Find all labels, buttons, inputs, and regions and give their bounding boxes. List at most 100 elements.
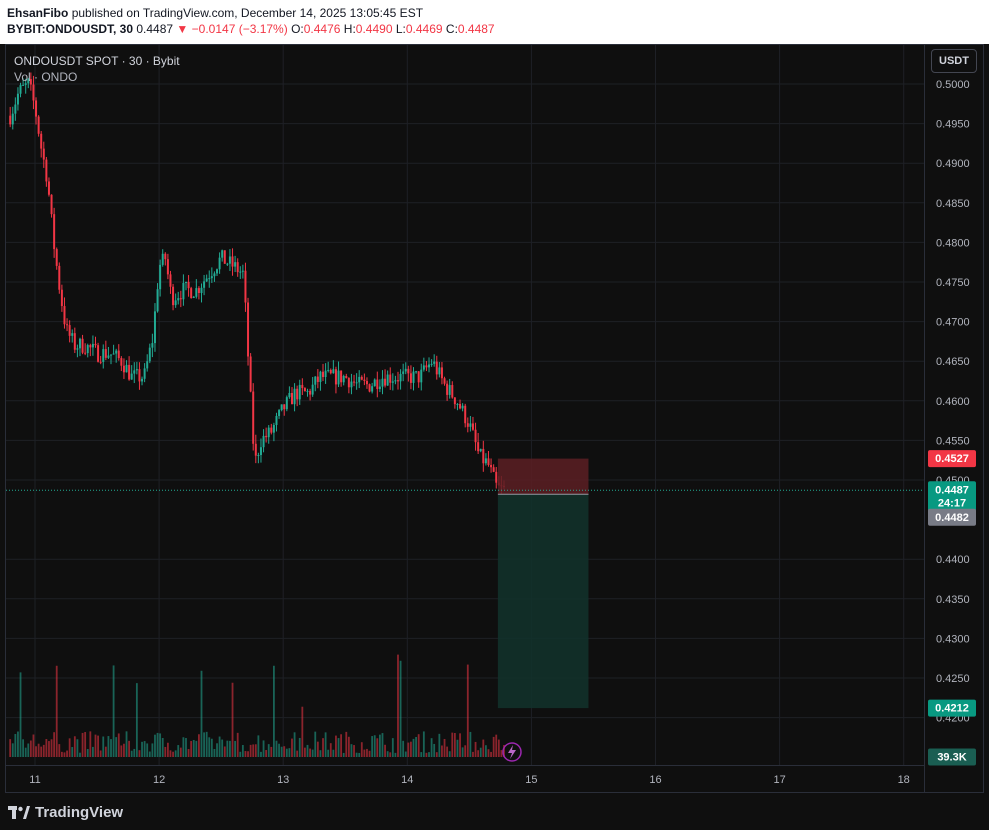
candle bbox=[298, 384, 301, 400]
volume-bar bbox=[257, 735, 260, 757]
candle bbox=[433, 361, 436, 364]
chart-frame[interactable] bbox=[5, 44, 984, 793]
volume-value-badge[interactable] bbox=[928, 748, 976, 766]
candle bbox=[115, 350, 118, 354]
volume-bar bbox=[332, 749, 335, 757]
series-legend[interactable]: ONDOUSDT SPOT · 30 · Bybit bbox=[14, 54, 180, 68]
symbol-ohlc-line: BYBIT:ONDOUSDT, 30 0.4487 ▼ −0.0147 (−3.… bbox=[7, 22, 495, 36]
candle bbox=[228, 256, 231, 264]
candle bbox=[221, 250, 224, 258]
volume-bar bbox=[304, 747, 306, 757]
candle bbox=[327, 369, 330, 371]
volume-bar bbox=[143, 741, 146, 757]
candle bbox=[226, 263, 229, 265]
candle bbox=[112, 353, 115, 355]
volume-bar bbox=[249, 744, 252, 757]
volume-bar bbox=[45, 739, 48, 757]
volume-bar bbox=[79, 752, 81, 757]
target-price-badge-text: 0.4212 bbox=[935, 703, 969, 715]
volume-bar bbox=[402, 740, 405, 757]
candle bbox=[50, 194, 53, 215]
candle bbox=[275, 415, 278, 425]
candle bbox=[58, 265, 61, 290]
x-tick-label: 11 bbox=[29, 774, 40, 786]
candle bbox=[337, 370, 340, 385]
candle bbox=[270, 427, 273, 433]
candle bbox=[422, 365, 425, 370]
candle bbox=[381, 378, 384, 387]
candle bbox=[438, 367, 441, 375]
volume-bar bbox=[342, 752, 345, 757]
candle bbox=[164, 253, 167, 260]
volume-bar bbox=[340, 734, 343, 757]
stop-loss-zone[interactable] bbox=[497, 458, 589, 495]
candle bbox=[469, 423, 472, 427]
last-price-badge[interactable] bbox=[928, 481, 976, 512]
candle bbox=[197, 288, 200, 294]
last-price-badge-text: 24:17 bbox=[938, 497, 966, 509]
candle bbox=[130, 373, 133, 380]
volume-bar bbox=[241, 745, 244, 757]
volume-bar bbox=[195, 740, 198, 757]
volume-bar bbox=[66, 750, 68, 757]
volume-bar bbox=[112, 665, 115, 757]
volume-legend[interactable]: Vol · ONDO bbox=[14, 70, 78, 84]
author-name[interactable]: EhsanFibo bbox=[7, 6, 69, 20]
candle bbox=[350, 381, 353, 388]
volume-bar bbox=[154, 734, 156, 757]
volume-bar bbox=[216, 743, 218, 757]
currency-button[interactable]: USDT bbox=[931, 49, 977, 73]
candle bbox=[138, 369, 141, 382]
take-profit-zone[interactable] bbox=[497, 494, 589, 709]
candle bbox=[236, 262, 239, 273]
tradingview-brand[interactable]: TradingView bbox=[8, 804, 123, 821]
volume-bar bbox=[438, 733, 441, 757]
high-label: H: bbox=[343, 22, 356, 36]
volume-bar bbox=[293, 732, 296, 757]
volume-bar bbox=[394, 752, 397, 757]
candle bbox=[290, 393, 293, 405]
volume-bar bbox=[27, 743, 30, 757]
close-value: 0.4487 bbox=[457, 22, 495, 36]
candle bbox=[420, 369, 423, 383]
candle bbox=[495, 471, 498, 483]
volume-bar bbox=[244, 751, 247, 757]
candle bbox=[386, 374, 389, 386]
y-tick-label: 0.4950 bbox=[936, 119, 970, 131]
lightning-event-icon[interactable] bbox=[502, 742, 522, 762]
volume-bar bbox=[53, 732, 56, 757]
volume-bar bbox=[156, 732, 159, 757]
x-tick-label: 15 bbox=[525, 774, 537, 786]
entry-price-badge[interactable] bbox=[928, 508, 976, 526]
volume-bar bbox=[102, 736, 105, 757]
candle bbox=[272, 424, 275, 433]
volume-bar bbox=[177, 745, 180, 757]
volume-bar bbox=[133, 748, 136, 757]
candle bbox=[278, 410, 281, 416]
candle bbox=[428, 364, 431, 368]
volume-bar bbox=[495, 734, 498, 757]
candle bbox=[60, 289, 63, 307]
volume-bar bbox=[298, 737, 301, 757]
volume-bar bbox=[81, 732, 84, 757]
volume-bar bbox=[58, 744, 61, 757]
stop-price-badge[interactable] bbox=[928, 450, 976, 468]
volume-bar bbox=[347, 736, 350, 757]
candle bbox=[156, 289, 159, 312]
candle bbox=[239, 271, 242, 273]
candle bbox=[332, 369, 335, 374]
candle bbox=[179, 298, 182, 300]
volume-bar bbox=[169, 750, 172, 757]
candle bbox=[122, 365, 125, 373]
volume-bar bbox=[355, 752, 358, 757]
volume-bar bbox=[360, 742, 363, 757]
target-price-badge[interactable] bbox=[928, 699, 976, 717]
candle bbox=[205, 278, 208, 282]
volume-bar bbox=[433, 743, 436, 757]
candle bbox=[78, 338, 81, 349]
candle bbox=[203, 281, 206, 288]
close-label: C: bbox=[445, 22, 458, 36]
candle bbox=[210, 276, 213, 279]
candle bbox=[259, 447, 262, 456]
